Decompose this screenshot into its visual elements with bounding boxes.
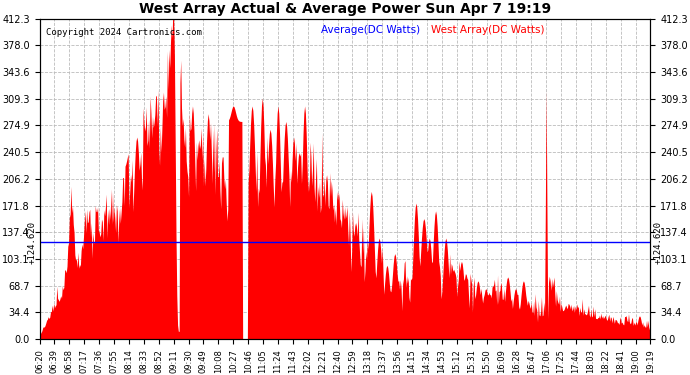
Text: Average(DC Watts): Average(DC Watts) (321, 25, 420, 35)
Text: West Array(DC Watts): West Array(DC Watts) (431, 25, 544, 35)
Text: +124.620: +124.620 (653, 221, 662, 264)
Title: West Array Actual & Average Power Sun Apr 7 19:19: West Array Actual & Average Power Sun Ap… (139, 2, 551, 16)
Text: Copyright 2024 Cartronics.com: Copyright 2024 Cartronics.com (46, 28, 201, 37)
Text: +124.620: +124.620 (28, 221, 37, 264)
